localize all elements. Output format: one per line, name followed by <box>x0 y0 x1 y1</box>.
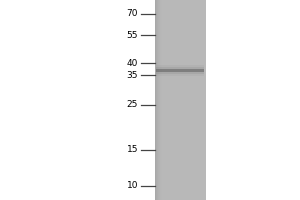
Text: 35: 35 <box>127 71 138 80</box>
Text: 70: 70 <box>127 9 138 18</box>
Text: 55: 55 <box>127 31 138 40</box>
Text: 40: 40 <box>127 59 138 68</box>
Text: 10: 10 <box>127 181 138 190</box>
Text: 15: 15 <box>127 145 138 154</box>
Text: 25: 25 <box>127 100 138 109</box>
